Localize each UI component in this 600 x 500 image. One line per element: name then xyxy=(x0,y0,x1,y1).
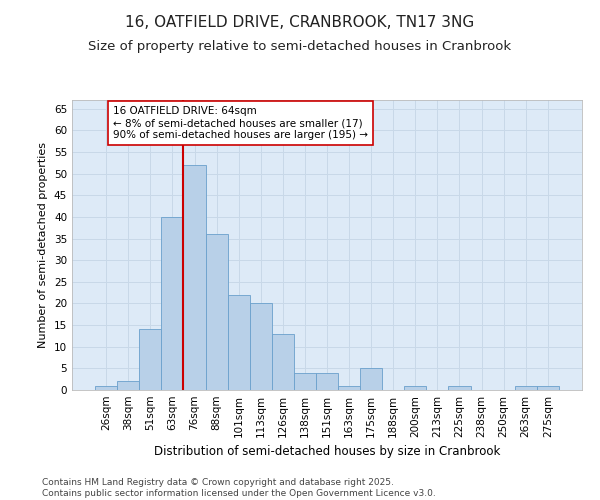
Bar xyxy=(338,386,360,390)
Bar xyxy=(227,295,250,390)
Text: 16, OATFIELD DRIVE, CRANBROOK, TN17 3NG: 16, OATFIELD DRIVE, CRANBROOK, TN17 3NG xyxy=(125,15,475,30)
Bar xyxy=(206,234,227,390)
Text: Size of property relative to semi-detached houses in Cranbrook: Size of property relative to semi-detach… xyxy=(88,40,512,53)
Bar xyxy=(316,372,338,390)
Bar xyxy=(537,386,559,390)
Bar xyxy=(139,330,161,390)
Bar xyxy=(360,368,382,390)
Bar xyxy=(250,304,272,390)
Bar xyxy=(272,334,294,390)
Bar xyxy=(294,372,316,390)
Bar xyxy=(161,217,184,390)
Text: 16 OATFIELD DRIVE: 64sqm
← 8% of semi-detached houses are smaller (17)
90% of se: 16 OATFIELD DRIVE: 64sqm ← 8% of semi-de… xyxy=(113,106,368,140)
Bar xyxy=(448,386,470,390)
Y-axis label: Number of semi-detached properties: Number of semi-detached properties xyxy=(38,142,49,348)
Bar xyxy=(95,386,117,390)
Text: Contains HM Land Registry data © Crown copyright and database right 2025.
Contai: Contains HM Land Registry data © Crown c… xyxy=(42,478,436,498)
X-axis label: Distribution of semi-detached houses by size in Cranbrook: Distribution of semi-detached houses by … xyxy=(154,446,500,458)
Bar xyxy=(404,386,427,390)
Bar xyxy=(515,386,537,390)
Bar xyxy=(117,382,139,390)
Bar xyxy=(184,165,206,390)
